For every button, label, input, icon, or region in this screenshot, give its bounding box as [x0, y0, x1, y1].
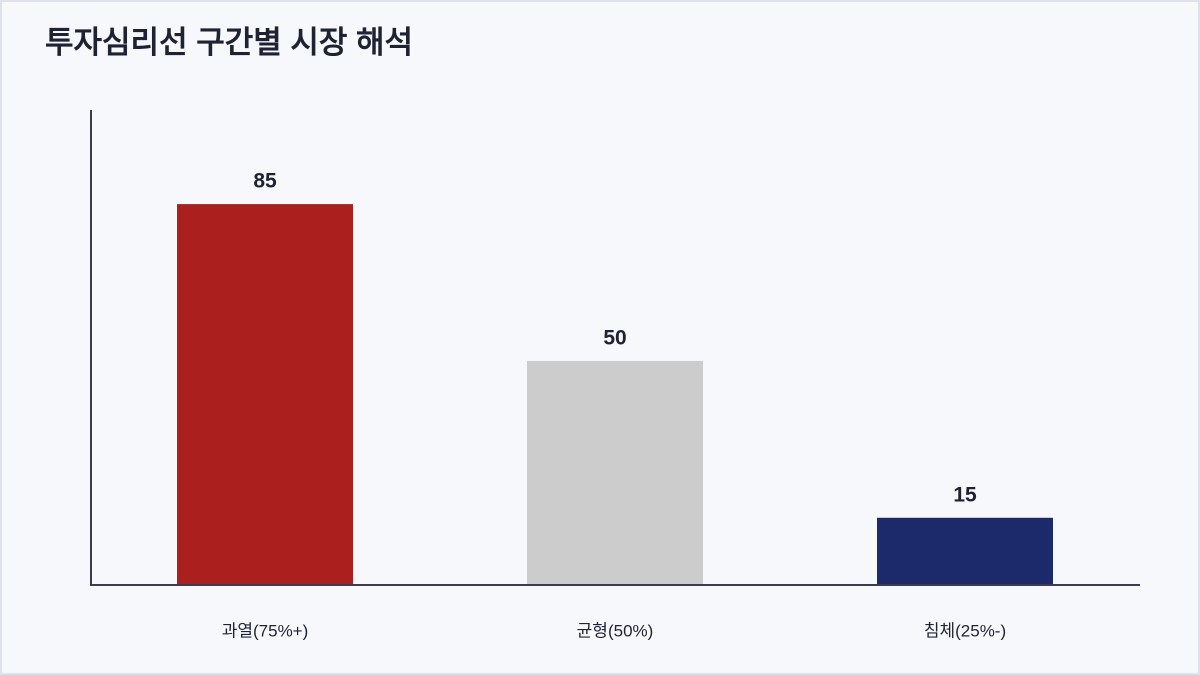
x-tick-label: 침체(25%-) [924, 621, 1006, 640]
value-label: 85 [253, 170, 277, 193]
value-label: 50 [603, 326, 626, 349]
bar [877, 517, 1053, 585]
value-label: 15 [953, 483, 977, 506]
chart-title: 투자심리선 구간별 시장 해석 [45, 25, 413, 60]
x-tick-label: 과열(75%+) [222, 621, 309, 640]
bar [527, 360, 703, 585]
x-tick-label: 균형(50%) [577, 621, 654, 640]
bar [177, 204, 353, 586]
